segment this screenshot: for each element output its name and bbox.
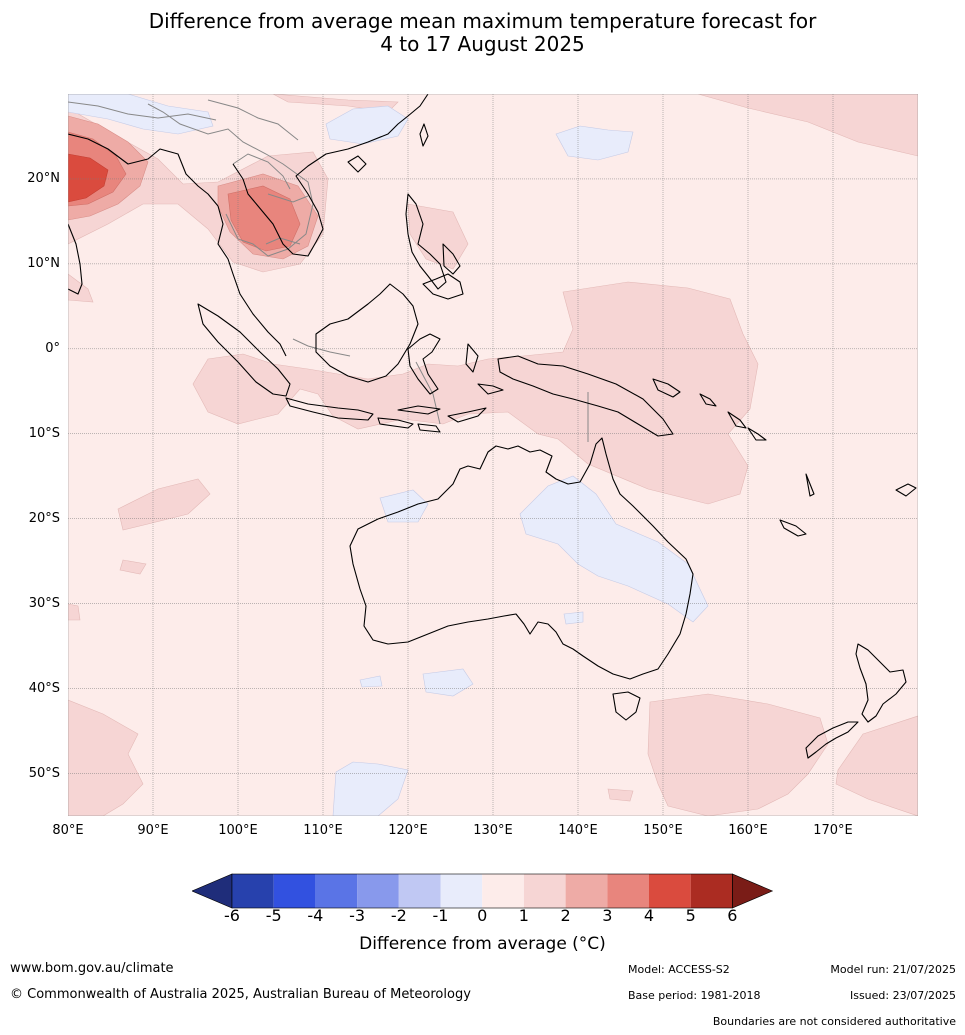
colorbar-tick-label: -4 bbox=[307, 906, 324, 925]
colorbar-tick-label: 2 bbox=[560, 906, 571, 925]
colorbar-tick-label: -1 bbox=[432, 906, 449, 925]
colorbar-tick-label: -6 bbox=[224, 906, 240, 925]
footer-disclaimer: Boundaries are not considered authoritat… bbox=[712, 1015, 956, 1028]
lat-label: 20°S bbox=[28, 510, 60, 526]
colorbar-tick-label: 5 bbox=[685, 906, 696, 925]
anomaly-neg1-0-regions bbox=[68, 94, 709, 816]
colorbar-segment bbox=[565, 874, 608, 908]
footer-model: Model: ACCESS-S2 bbox=[628, 963, 730, 976]
colorbar-segment bbox=[273, 874, 316, 908]
colorbar-segment bbox=[315, 874, 358, 908]
colorbar-segment bbox=[607, 874, 649, 908]
lon-label: 130°E bbox=[473, 823, 513, 838]
footer-model-run: Model run: 21/07/2025 bbox=[830, 963, 956, 976]
colorbar-segment bbox=[232, 874, 274, 908]
map-title: Difference from average mean maximum tem… bbox=[0, 10, 965, 56]
coastlines bbox=[68, 94, 917, 759]
lon-label: 110°E bbox=[303, 823, 343, 838]
colorbar-tick-label: 6 bbox=[727, 906, 738, 925]
colorbar-segment bbox=[357, 874, 399, 908]
colorbar-under-triangle bbox=[192, 873, 233, 909]
colorbar-tick-label: 3 bbox=[602, 906, 613, 925]
lon-label: 120°E bbox=[388, 823, 428, 838]
lon-label: 100°E bbox=[218, 823, 258, 838]
footer-issued: Issued: 23/07/2025 bbox=[849, 989, 956, 1002]
colorbar-segment bbox=[523, 874, 566, 908]
colorbar-frame bbox=[231, 873, 733, 909]
footer-base-period: Base period: 1981-2018 bbox=[628, 989, 761, 1002]
lat-label: 30°S bbox=[28, 595, 60, 611]
lat-label: 20°N bbox=[27, 170, 60, 186]
footer-copyright: © Commonwealth of Australia 2025, Austra… bbox=[10, 987, 471, 1002]
colorbar bbox=[192, 873, 774, 909]
lat-label: 50°S bbox=[28, 765, 60, 781]
colorbar-tick-label: -5 bbox=[265, 906, 282, 925]
country-boundaries bbox=[68, 99, 589, 442]
forecast-map bbox=[68, 94, 918, 816]
lat-label: 10°N bbox=[27, 255, 60, 271]
lon-label: 160°E bbox=[728, 823, 768, 838]
lon-label: 150°E bbox=[643, 823, 683, 838]
colorbar-label: Difference from average (°C) bbox=[359, 934, 606, 954]
lon-label: 140°E bbox=[558, 823, 598, 838]
lon-label: 90°E bbox=[137, 823, 169, 838]
colorbar-segment bbox=[398, 874, 441, 908]
colorbar-segment bbox=[440, 874, 483, 908]
footer-website: www.bom.gov.au/climate bbox=[10, 961, 174, 976]
lat-label: 40°S bbox=[28, 680, 60, 696]
graticule bbox=[68, 94, 918, 816]
lon-label: 80°E bbox=[52, 823, 84, 838]
colorbar-tick-label: 0 bbox=[477, 906, 488, 925]
title-line-1: Difference from average mean maximum tem… bbox=[148, 9, 817, 33]
lat-label: 0° bbox=[45, 340, 60, 356]
colorbar-over-triangle bbox=[732, 873, 774, 909]
title-line-2: 4 to 17 August 2025 bbox=[380, 32, 585, 56]
colorbar-segment bbox=[649, 874, 691, 908]
colorbar-tick-label: 4 bbox=[643, 906, 655, 925]
lat-label: 10°S bbox=[28, 425, 60, 441]
lon-label: 170°E bbox=[813, 823, 853, 838]
anomaly-4-5-regions bbox=[68, 153, 109, 203]
colorbar-tick-label: 1 bbox=[518, 906, 529, 925]
colorbar-segment bbox=[482, 874, 524, 908]
colorbar-segment bbox=[690, 874, 733, 908]
anomaly-1-2-regions bbox=[68, 94, 918, 816]
colorbar-tick-label: -2 bbox=[390, 906, 407, 925]
colorbar-tick-label: -3 bbox=[349, 906, 366, 925]
